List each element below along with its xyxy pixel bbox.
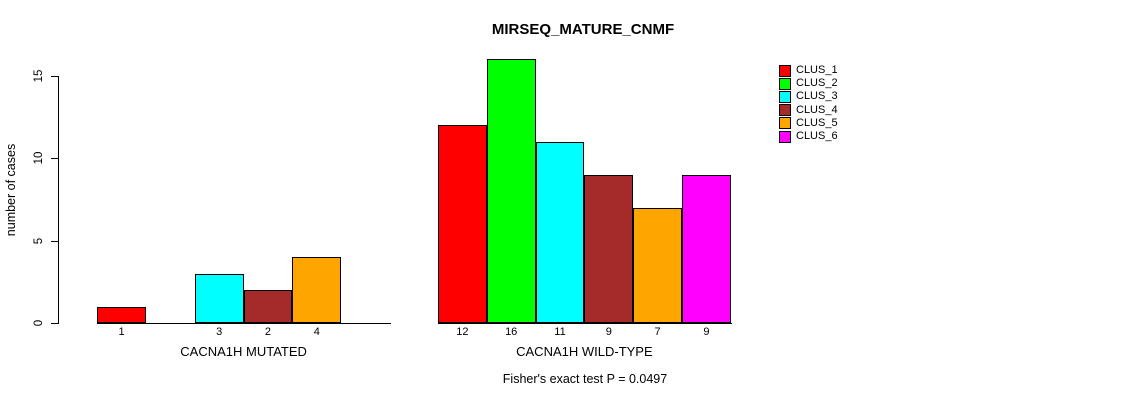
bar	[243, 290, 293, 323]
y-tick-label: 5	[33, 237, 45, 244]
legend-swatch-icon	[779, 77, 791, 90]
bar-value-label: 9	[703, 326, 710, 338]
footer-annotation: Fisher's exact test P = 0.0497	[502, 372, 668, 386]
legend-item: CLUS_4	[779, 104, 838, 117]
bar-value-label: 2	[264, 326, 272, 338]
bar-value-label: 3	[216, 326, 223, 338]
legend-swatch-icon	[779, 104, 791, 117]
legend-item: CLUS_3	[779, 90, 838, 103]
bar	[292, 257, 342, 323]
y-tick-label: 10	[33, 151, 45, 165]
y-tick	[51, 75, 58, 77]
legend-label: CLUS_1	[796, 64, 838, 76]
bar	[194, 273, 244, 323]
y-tick	[51, 323, 58, 324]
bar-value-label: 11	[554, 326, 566, 338]
legend-item: CLUS_2	[779, 77, 838, 90]
bar	[682, 174, 731, 323]
bar	[584, 174, 634, 323]
y-axis-label: number of cases	[4, 143, 18, 237]
bar	[535, 141, 585, 323]
bar	[486, 59, 536, 323]
legend-label: CLUS_5	[796, 116, 838, 129]
legend-label: CLUS_2	[796, 77, 838, 90]
bar	[97, 306, 146, 323]
legend-label: CLUS_4	[796, 103, 838, 116]
legend-swatch-icon	[779, 130, 791, 143]
bar-value-label: 12	[456, 326, 469, 338]
y-tick	[51, 158, 58, 160]
bar-value-label: 16	[505, 326, 518, 338]
legend: CLUS_1 CLUS_2 CLUS_3 CLUS_4 CLUS_5 CLUS_…	[779, 64, 838, 143]
legend-item: CLUS_6	[779, 130, 838, 143]
legend-swatch-icon	[779, 64, 791, 77]
chart-title: MIRSEQ_MATURE_CNMF	[491, 21, 675, 38]
legend-label: CLUS_3	[796, 90, 838, 103]
group-label: CACNA1H MUTATED	[180, 344, 307, 359]
bar	[438, 125, 487, 323]
x-axis-baseline	[438, 323, 732, 324]
bar-value-label: 4	[313, 326, 320, 338]
legend-item: CLUS_1	[779, 64, 838, 77]
legend-swatch-icon	[779, 117, 791, 130]
x-axis-baseline	[97, 323, 391, 324]
y-tick	[51, 240, 58, 242]
legend-item: CLUS_5	[779, 117, 838, 130]
y-tick-label: 15	[33, 69, 45, 83]
group-label: CACNA1H WILD-TYPE	[516, 344, 653, 359]
bar-value-label: 1	[118, 326, 125, 338]
y-axis-line	[58, 75, 59, 324]
bar-value-label: 7	[654, 326, 661, 338]
legend-label: CLUS_6	[796, 129, 838, 142]
bar-value-label: 9	[605, 326, 612, 338]
bar	[633, 207, 682, 323]
legend-swatch-icon	[779, 90, 791, 103]
y-tick-label: 0	[33, 319, 45, 327]
